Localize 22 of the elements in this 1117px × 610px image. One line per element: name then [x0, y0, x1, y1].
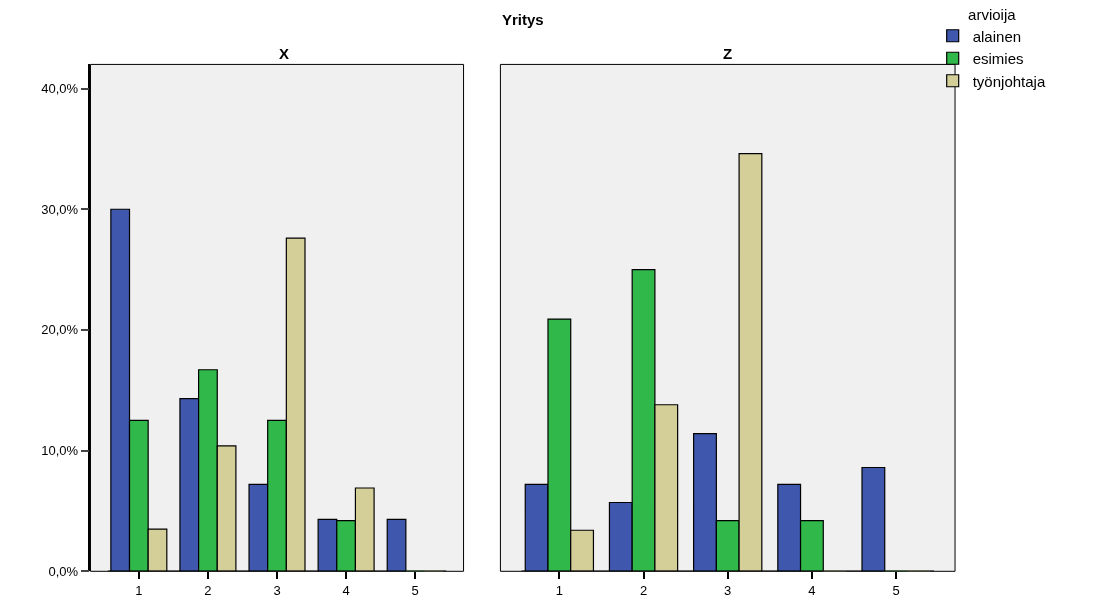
y-tick-label: 40,0% [41, 81, 79, 97]
x-tick-label: 3 [724, 582, 732, 598]
y-tick-label: 20,0% [41, 322, 79, 338]
x-tick-label: 1 [135, 582, 143, 598]
chart-title: Z [723, 45, 733, 62]
x-tick-label: 4 [808, 582, 816, 598]
text: Yritys [502, 11, 544, 28]
x-tick-label: 5 [892, 582, 900, 598]
x-tick-label: 1 [555, 582, 563, 598]
legend-label: alainen [972, 27, 1022, 45]
y-tick-label: 10,0% [41, 443, 79, 459]
x-tick-label: 2 [639, 582, 648, 598]
y-tick-label: 30,0% [41, 201, 79, 217]
x-tick-label: 5 [411, 582, 419, 598]
chart-title: X [279, 45, 290, 62]
x-tick-label: 4 [342, 582, 350, 598]
y-tick-label: 0,0% [48, 563, 79, 579]
x-tick-label: 3 [273, 582, 281, 598]
legend-label: esimies [972, 50, 1024, 68]
legend-label: työnjohtaja [972, 72, 1046, 90]
legend-title: arvioija [968, 5, 1017, 23]
x-tick-label: 2 [204, 582, 212, 598]
